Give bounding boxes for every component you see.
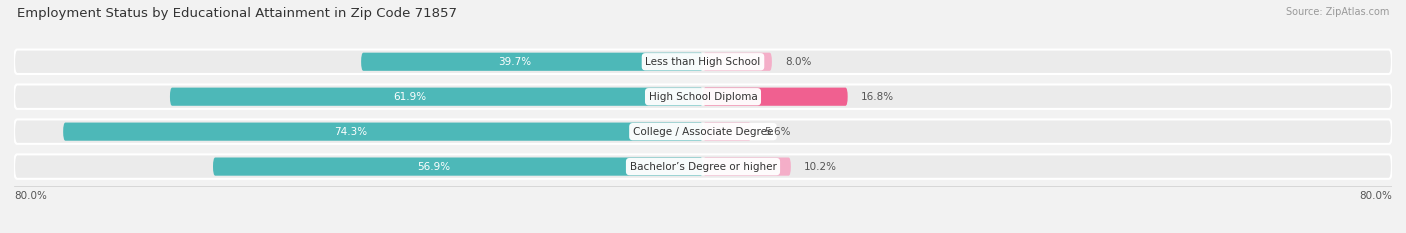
Text: 61.9%: 61.9% xyxy=(394,92,426,102)
Text: 10.2%: 10.2% xyxy=(804,162,837,171)
FancyBboxPatch shape xyxy=(14,119,1392,144)
Text: 80.0%: 80.0% xyxy=(14,191,46,201)
Text: College / Associate Degree: College / Associate Degree xyxy=(633,127,773,137)
FancyBboxPatch shape xyxy=(212,158,703,176)
Text: Less than High School: Less than High School xyxy=(645,57,761,67)
FancyBboxPatch shape xyxy=(170,88,703,106)
Text: 8.0%: 8.0% xyxy=(785,57,811,67)
Text: Employment Status by Educational Attainment in Zip Code 71857: Employment Status by Educational Attainm… xyxy=(17,7,457,20)
Text: Bachelor’s Degree or higher: Bachelor’s Degree or higher xyxy=(630,162,776,171)
FancyBboxPatch shape xyxy=(14,50,1392,74)
Text: 39.7%: 39.7% xyxy=(498,57,531,67)
Text: 16.8%: 16.8% xyxy=(860,92,894,102)
Text: High School Diploma: High School Diploma xyxy=(648,92,758,102)
FancyBboxPatch shape xyxy=(361,53,703,71)
FancyBboxPatch shape xyxy=(703,53,772,71)
FancyBboxPatch shape xyxy=(63,123,703,141)
FancyBboxPatch shape xyxy=(703,123,751,141)
FancyBboxPatch shape xyxy=(14,85,1392,109)
Text: Source: ZipAtlas.com: Source: ZipAtlas.com xyxy=(1285,7,1389,17)
FancyBboxPatch shape xyxy=(703,88,848,106)
FancyBboxPatch shape xyxy=(14,154,1392,179)
Text: 5.6%: 5.6% xyxy=(763,127,790,137)
Text: 74.3%: 74.3% xyxy=(335,127,367,137)
Text: 80.0%: 80.0% xyxy=(1360,191,1392,201)
FancyBboxPatch shape xyxy=(703,158,790,176)
Text: 56.9%: 56.9% xyxy=(418,162,450,171)
